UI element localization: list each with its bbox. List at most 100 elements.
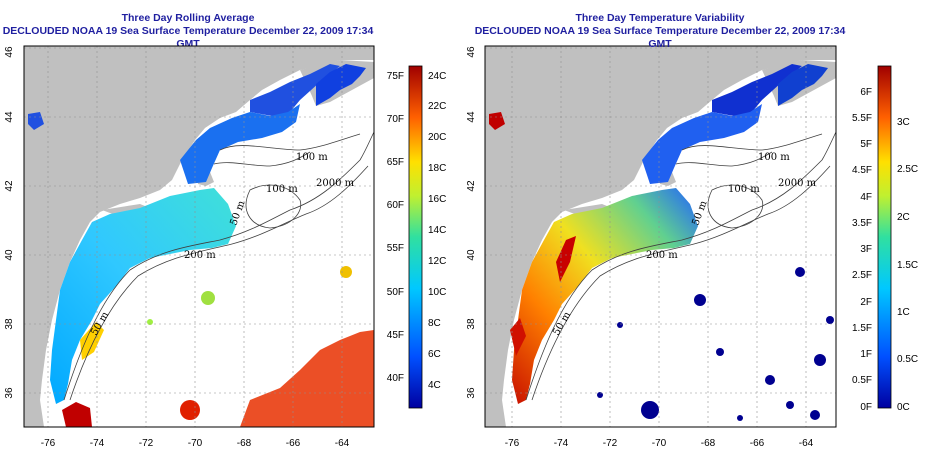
left-cb-c-tick: 12C [428,256,446,267]
left-cb-f-tick: 60F [387,200,404,211]
right-cb-c-tick: 0C [897,402,910,413]
right-xtick: -68 [701,438,716,449]
right-colorbar-f-ticks: 6F 5.5F 5F 4.5F 4F 3.5F 3F 2.5F 2F 1.5F … [852,87,872,413]
left-x-ticks: -76 -74 -72 -70 -68 -66 -64 [41,438,350,449]
right-map: 100 m 100 m 2000 m 200 m 50 m 50 m -76 -… [466,45,837,449]
left-nova-scotia-shelf-sst [316,64,366,106]
left-xtick: -66 [286,438,301,449]
left-xtick: -76 [41,438,56,449]
right-shelf-south-var [512,188,698,404]
right-ytick: 40 [466,249,477,261]
right-xtick: -70 [652,438,667,449]
right-ytick: 38 [466,318,477,330]
right-panel-title: Three Day Temperature Variability DECLOU… [470,12,850,51]
left-warm-patch-2 [201,291,215,305]
right-cb-f-tick: 6F [860,87,872,98]
right-colorbar-c-ticks: 3C 2.5C 2C 1.5C 1C 0.5C 0C [897,117,918,413]
right-ytick: 42 [466,180,477,192]
right-cb-c-tick: 1C [897,307,910,318]
left-cb-c-tick: 8C [428,318,441,329]
right-title-line1: Three Day Temperature Variability [575,12,745,24]
right-isobath-label-200: 200 m [646,250,678,261]
right-ytick: 46 [466,46,477,58]
left-xtick: -64 [335,438,350,449]
left-isobath-label-2000: 2000 m [316,178,355,189]
right-land [485,46,836,427]
right-cb-f-tick: 1.5F [852,323,872,334]
left-cb-f-tick: 65F [387,157,404,168]
left-title-line1: Three Day Rolling Average [121,12,255,24]
left-isobath-label-100b: 100 m [266,184,298,195]
left-cb-f-tick: 40F [387,373,404,384]
left-ytick: 46 [4,46,15,58]
left-cb-c-tick: 22C [428,101,446,112]
left-ytick: 38 [4,318,15,330]
right-cb-f-tick: 3.5F [852,218,872,229]
left-xtick: -68 [237,438,252,449]
right-cb-c-tick: 0.5C [897,354,918,365]
right-cb-f-tick: 2.5F [852,270,872,281]
left-cb-c-tick: 16C [428,194,446,205]
left-cb-c-tick: 20C [428,132,446,143]
left-map: 100 m 100 m 2000 m 200 m 50 m 50 m -76 -… [4,45,375,449]
left-colorbar: 75F 70F 65F 60F 55F 50F 45F 40F 24C 22C … [387,65,446,409]
right-cb-c-tick: 2C [897,212,910,223]
left-cb-f-tick: 45F [387,330,404,341]
right-title-line2: DECLOUDED NOAA 19 Sea Surface Temperatur… [474,25,846,50]
left-xtick: -72 [139,438,154,449]
right-colorbar: 6F 5.5F 5F 4.5F 4F 3.5F 3F 2.5F 2F 1.5F … [852,65,918,413]
left-ytick: 44 [4,111,15,123]
left-isobath-label-200: 200 m [184,250,216,261]
right-xtick: -76 [505,438,520,449]
left-newfoundland-patch [28,112,44,130]
right-shelf-north-var [642,104,762,184]
right-xtick: -72 [603,438,618,449]
left-cb-f-tick: 70F [387,114,404,125]
left-shelf-north-sst [180,104,300,184]
left-cb-c-tick: 10C [428,287,446,298]
left-cb-c-tick: 14C [428,225,446,236]
left-gridlines [24,46,374,427]
left-cb-f-tick: 50F [387,287,404,298]
left-colorbar-f-ticks: 75F 70F 65F 60F 55F 50F 45F 40F [387,71,404,384]
left-land [24,46,374,427]
left-warm-eddy [180,400,200,420]
right-red-coastal-var [556,236,576,282]
right-isobath-label-2000: 2000 m [778,178,817,189]
left-cb-c-tick: 18C [428,163,446,174]
left-cb-c-tick: 24C [428,71,446,82]
left-colorbar-ramp [408,65,423,409]
left-warm-patch-3 [147,319,153,325]
left-ytick: 40 [4,249,15,261]
left-cb-f-tick: 55F [387,243,404,254]
right-nova-scotia-shelf-var [778,64,828,106]
left-isobaths [63,131,375,401]
left-gulf-of-maine-sst [250,64,340,116]
right-ytick: 44 [466,111,477,123]
right-isobaths [525,131,837,401]
left-warm-south-sst [62,402,92,427]
right-xtick: -64 [799,438,814,449]
left-warm-patch-1 [340,266,352,278]
right-cb-f-tick: 5F [860,139,872,150]
left-long-island [102,204,150,216]
left-gulfstream-sst [80,322,104,360]
left-cb-f-tick: 75F [387,71,404,82]
right-gulf-of-maine-var [712,64,802,116]
right-cb-f-tick: 4F [860,192,872,203]
right-red-coastal-var-2 [510,318,526,356]
right-cb-f-tick: 0F [860,402,872,413]
right-isobath-label-100b: 100 m [728,184,760,195]
right-cb-f-tick: 5.5F [852,113,872,124]
right-cb-c-tick: 3C [897,117,910,128]
left-shelf-south-sst [50,188,236,404]
left-offshore-warm-sst [240,330,374,427]
right-xtick: -66 [750,438,765,449]
left-ytick: 36 [4,387,15,399]
right-isobath-label-100a: 100 m [758,152,790,163]
left-xtick: -70 [188,438,203,449]
right-cb-f-tick: 2F [860,297,872,308]
right-offshore-var-patches [597,267,834,421]
right-gridlines [485,46,836,427]
